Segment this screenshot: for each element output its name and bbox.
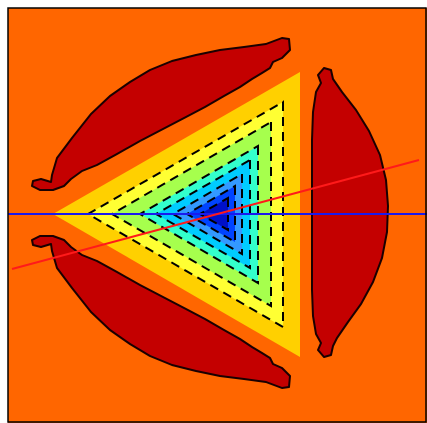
- right-lobe: [311, 67, 389, 358]
- lower-left-lobe: [31, 235, 291, 389]
- contour-line-5: [171, 172, 243, 256]
- plot-border: [7, 7, 427, 423]
- oblique-line: [11, 159, 420, 270]
- contour-line-6: [185, 184, 236, 244]
- upper-left-lobe: [31, 37, 291, 191]
